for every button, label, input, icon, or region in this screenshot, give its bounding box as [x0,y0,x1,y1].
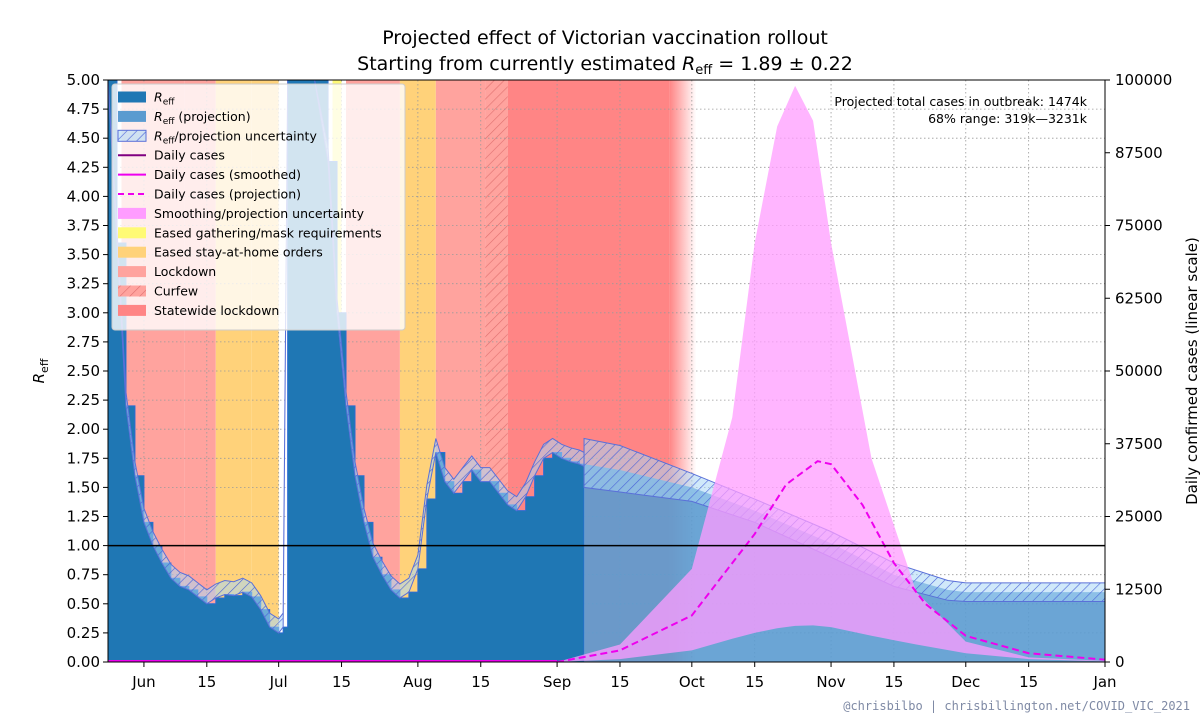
x-tick-label-5: 15 [471,673,490,691]
y-left-tick-label-18: 4.50 [67,129,100,147]
credit-text: @chrisbilbo | chrisbillington.net/COVID_… [843,699,1190,713]
y-right-tick-label-6: 75000 [1115,217,1163,235]
y-left-tick-label-15: 3.75 [67,217,100,235]
y-right-label: Daily confirmed cases (linear scale) [1183,237,1200,505]
x-tick-label-0: Jun [131,673,155,691]
series-cases-uncertainty [557,85,1105,662]
x-tick-label-8: Oct [679,673,705,691]
y-right-tick-label-7: 87500 [1115,144,1163,162]
x-tick-label-4: Aug [403,673,432,691]
y-left-tick-label-6: 1.50 [67,478,100,496]
y-left-tick-label-9: 2.25 [67,391,100,409]
y-left-tick-label-10: 2.50 [67,362,100,380]
y-right-tick-label-8: 100000 [1115,71,1172,89]
chart-subtitle: Starting from currently estimated Reff =… [357,53,853,78]
legend-swatch-2 [117,129,147,142]
legend-swatch-8 [118,246,146,258]
legend-label-10: Curfew [154,284,198,299]
axes: 0.00 0.25 0.50 0.75 1.00 1.25 1.50 1.75 2.00 2.25… [30,71,1200,691]
y-right-tick-label-4: 50000 [1115,362,1163,380]
legend-label-3: Daily cases [154,148,225,163]
y-left-tick-label-3: 0.75 [67,566,100,584]
x-tick-label-6: Sep [543,673,571,691]
y-left-tick-label-5: 1.25 [67,508,100,526]
legend-swatch-10 [118,285,146,297]
x-tick-label-2: Jul [269,673,288,691]
y-right-tick-label-1: 12500 [1115,580,1163,598]
y-right-tick-label-2: 25000 [1115,508,1163,526]
y-right-tick-label-0: 0 [1115,653,1125,671]
legend-label-5: Daily cases (projection) [154,187,301,202]
y-left-tick-label-20: 5.00 [67,71,100,89]
legend-label-2: Reff/projection uncertainty [154,128,317,146]
x-tick-label-1: 15 [197,673,216,691]
legend-label-7: Eased gathering/mask requirements [154,225,382,240]
series-cases-projection [556,460,1105,662]
legend-swatch-6 [118,207,146,219]
y-left-tick-label-1: 0.25 [67,624,100,642]
y-left-tick-label-16: 4.00 [67,187,100,205]
y-left-tick-label-13: 3.25 [67,275,100,293]
legend-swatch-1 [118,110,146,122]
legend-label-4: Daily cases (smoothed) [154,167,301,182]
legend-label-0: Reff [154,90,175,108]
y-right-tick-label-5: 62500 [1115,289,1163,307]
legend-swatch-0 [118,91,146,103]
y-left-tick-label-19: 4.75 [67,100,100,118]
x-tick-label-13: 15 [1019,673,1038,691]
x-tick-label-11: 15 [884,673,903,691]
x-tick-label-14: Jan [1092,673,1116,691]
y-left-label: Reff [30,358,51,383]
legend-label-1: Reff (projection) [154,109,251,127]
y-left-tick-label-7: 1.75 [67,449,100,467]
legend-label-9: Lockdown [154,264,216,279]
x-tick-label-12: Dec [951,673,980,691]
y-left-tick-label-4: 1.00 [67,537,100,555]
y-left-tick-label-11: 2.75 [67,333,100,351]
legend-label-6: Smoothing/projection uncertainty [154,206,365,221]
legend-box [111,83,406,331]
legend-swatch-11 [118,304,146,316]
x-tick-label-9: 15 [745,673,764,691]
x-tick-label-10: Nov [816,673,845,691]
x-tick-label-7: 15 [610,673,629,691]
y-left-tick-label-14: 3.50 [67,246,100,264]
annotation-range: 68% range: 319k—3231k [928,111,1088,126]
annotation-total: Projected total cases in outbreak: 1474k [834,94,1087,109]
x-tick-label-3: 15 [332,673,351,691]
legend-label-8: Eased stay-at-home orders [154,245,323,260]
y-left-tick-label-8: 2.00 [67,420,100,438]
y-left-tick-label-0: 0.00 [67,653,100,671]
y-left-tick-label-12: 3.00 [67,304,100,322]
y-left-tick-label-17: 4.25 [67,158,100,176]
y-left-tick-label-2: 0.50 [67,595,100,613]
legend-swatch-9 [118,266,146,278]
y-right-tick-label-3: 37500 [1115,435,1163,453]
legend-label-11: Statewide lockdown [154,303,279,318]
subtitle-prefix: Starting from currently estimated [357,53,682,75]
chart-title: Projected effect of Victorian vaccinatio… [382,27,828,49]
legend-swatch-7 [118,227,146,239]
